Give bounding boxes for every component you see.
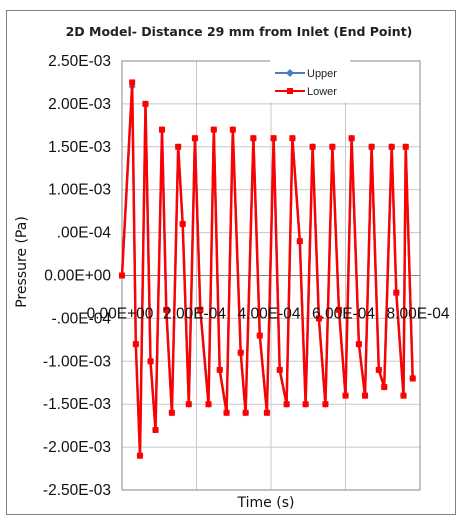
- series-line-lower: [120, 81, 414, 457]
- data-point-lower: [362, 392, 369, 399]
- data-point-lower: [216, 366, 223, 373]
- data-point-lower: [256, 332, 263, 339]
- x-axis-label: Time (s): [237, 495, 295, 511]
- chart-frame: [6, 10, 456, 515]
- data-point-lower: [119, 272, 125, 279]
- data-point-lower: [393, 289, 400, 296]
- data-point-lower: [335, 306, 342, 313]
- data-point-lower: [388, 143, 395, 150]
- data-point-lower: [185, 401, 192, 408]
- data-point-lower: [400, 392, 407, 399]
- y-tick-label: -2.50E-03: [43, 482, 111, 499]
- y-tick-label: -1.00E-03: [43, 353, 111, 370]
- y-tick-label: -.00E-04: [52, 310, 112, 327]
- y-tick-labels: 2.50E-03 2.00E-03 1.50E-03 1.00E-03 .00E-04 0…: [43, 53, 111, 499]
- data-point-lower: [348, 135, 355, 142]
- data-point-lower: [368, 143, 375, 150]
- legend: Upper Lower: [270, 60, 350, 102]
- x-tick-label: 6.00E-04: [312, 306, 375, 323]
- data-point-lower: [375, 366, 382, 373]
- legend-lower-label: Lower: [307, 86, 337, 98]
- data-point-lower: [197, 306, 204, 313]
- data-point-lower: [205, 401, 212, 408]
- data-point-lower: [129, 79, 136, 86]
- y-tick-label: 0.00E+00: [44, 268, 111, 285]
- data-point-lower: [250, 135, 257, 142]
- data-point-lower: [409, 375, 416, 382]
- data-point-lower: [191, 135, 198, 142]
- data-point-lower: [147, 358, 154, 365]
- y-axis-label: Pressure (Pa): [14, 216, 30, 308]
- data-point-lower: [322, 401, 329, 408]
- data-point-lower: [229, 126, 236, 133]
- data-point-lower: [237, 349, 244, 356]
- x-tick-label: 2.00E-04: [163, 306, 226, 323]
- y-tick-label: 2.00E-03: [48, 96, 111, 113]
- legend-lower-marker: [287, 88, 293, 94]
- data-point-lower: [381, 384, 388, 391]
- series-layer: [118, 79, 417, 460]
- y-tick-label: -2.00E-03: [43, 439, 111, 456]
- x-tick-label: 4.00E-04: [238, 306, 301, 323]
- y-tick-label: 2.50E-03: [48, 53, 111, 70]
- y-tick-label: 1.00E-03: [48, 182, 111, 199]
- data-point-lower: [263, 409, 270, 416]
- legend-upper-label: Upper: [307, 68, 337, 80]
- data-point-lower: [242, 409, 249, 416]
- legend-upper-marker: [286, 69, 294, 77]
- x-tick-label: 8.00E-04: [387, 306, 450, 323]
- chart-title: 2D Model- Distance 29 mm from Inlet (End…: [66, 24, 413, 39]
- x-tick-label: 0.00E+00: [87, 306, 154, 323]
- data-point-lower: [179, 221, 186, 228]
- y-tick-label: -1.50E-03: [43, 396, 111, 413]
- data-point-lower: [289, 135, 296, 142]
- data-point-lower: [152, 426, 159, 433]
- data-point-lower: [175, 143, 182, 150]
- x-tick-labels: 0.00E+00 2.00E-04 4.00E-04 6.00E-04 8.00E-04: [87, 306, 450, 323]
- data-point-lower: [342, 392, 349, 399]
- data-point-lower: [136, 452, 143, 459]
- data-point-lower: [355, 341, 362, 348]
- data-point-lower: [163, 306, 170, 313]
- data-point-lower: [315, 315, 322, 322]
- data-point-lower: [276, 366, 283, 373]
- data-point-lower: [296, 238, 303, 245]
- data-point-lower: [210, 126, 217, 133]
- data-point-lower: [270, 135, 277, 142]
- y-tick-label: 1.50E-03: [48, 139, 111, 156]
- data-point-lower: [142, 100, 149, 107]
- y-tick-label: .00E-04: [57, 225, 112, 242]
- data-point-lower: [132, 341, 139, 348]
- data-point-lower: [402, 143, 409, 150]
- data-point-lower: [168, 409, 175, 416]
- data-point-lower: [302, 401, 309, 408]
- data-point-lower: [329, 143, 336, 150]
- data-point-lower: [159, 126, 166, 133]
- data-point-lower: [283, 401, 290, 408]
- data-point-lower: [223, 409, 230, 416]
- data-point-lower: [309, 143, 316, 150]
